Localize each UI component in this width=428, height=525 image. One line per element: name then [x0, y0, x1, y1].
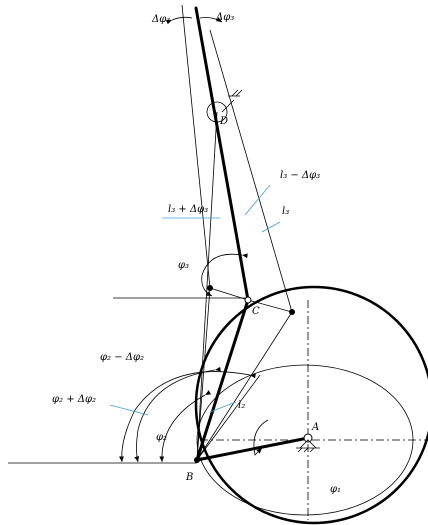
joint-a — [303, 433, 313, 443]
joint-c — [244, 296, 252, 304]
label: l₂ — [238, 400, 245, 411]
label: φ₂ — [156, 432, 167, 443]
label: l₃ — [282, 206, 289, 217]
label: D — [219, 116, 228, 127]
label: φ₁ — [330, 484, 341, 495]
leader — [261, 221, 281, 233]
ground-a — [296, 439, 320, 453]
link-1 — [195, 436, 310, 462]
label: φ₂ − Δφ₂ — [100, 352, 144, 363]
arc — [165, 16, 193, 25]
construction-line — [247, 299, 293, 313]
construction-line — [181, 4, 211, 289]
arc — [134, 366, 221, 463]
construction-line — [196, 374, 261, 461]
label: Δφ₃ — [151, 14, 170, 25]
label: C — [252, 306, 260, 317]
label: l₃ + Δφ₃ — [168, 204, 208, 215]
ground-d — [221, 89, 243, 113]
label: B — [185, 472, 193, 483]
crank-circle — [194, 285, 428, 525]
arc — [199, 17, 223, 23]
leader — [244, 184, 271, 216]
label: l₃ − Δφ₃ — [280, 170, 320, 181]
leader — [109, 404, 149, 416]
joint — [289, 309, 295, 315]
joint — [207, 285, 213, 291]
leader — [209, 401, 237, 413]
arc-phi2 — [159, 390, 212, 463]
joint-b — [194, 457, 200, 463]
label: Δφ₃ — [215, 12, 234, 23]
construction-line — [209, 29, 293, 313]
label: φ₃ — [178, 260, 189, 271]
arc-phi3 — [201, 253, 248, 297]
link-3 — [194, 6, 250, 302]
label: φ₂ + Δφ₂ — [52, 394, 96, 405]
label: A — [311, 422, 319, 433]
construction-line — [196, 311, 293, 461]
arc-phi1 — [253, 419, 269, 456]
